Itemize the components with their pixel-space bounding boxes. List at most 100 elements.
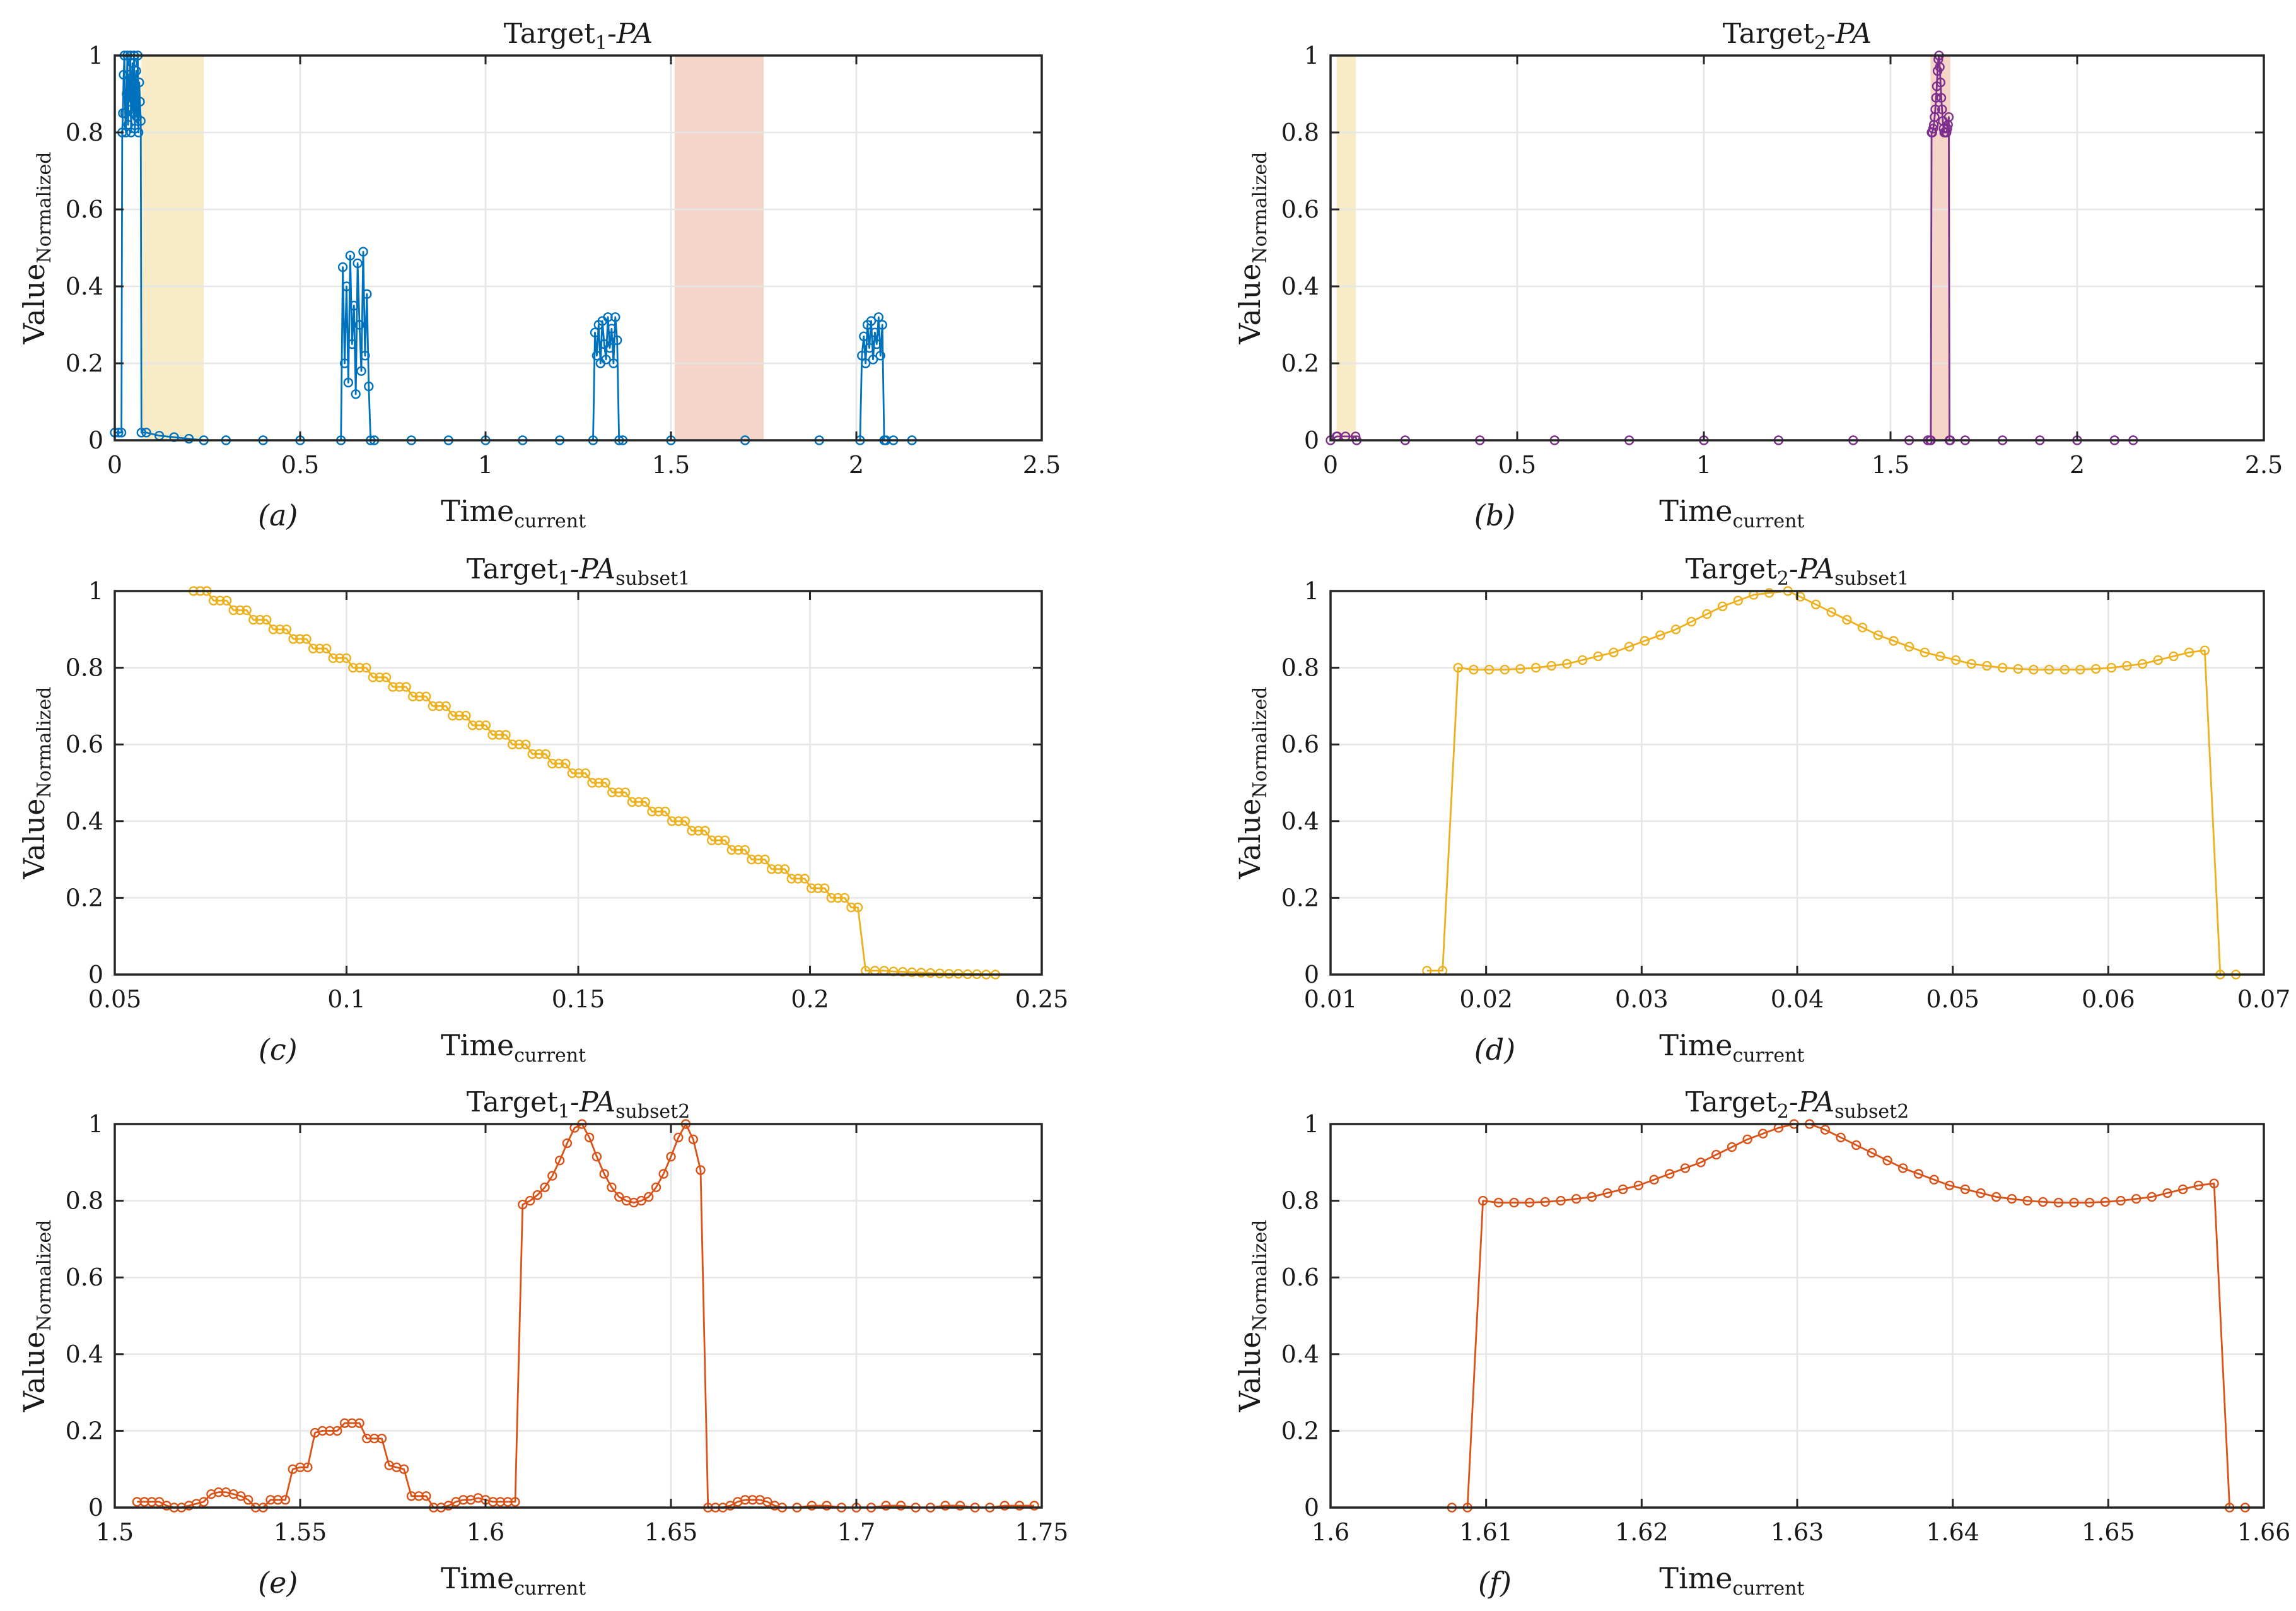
x-axis-label: Timecurrent: [1659, 1028, 1804, 1067]
title-tail: -PA: [1826, 18, 1872, 50]
data-point: [875, 351, 885, 361]
y-tick-label: 1: [1304, 1110, 1319, 1138]
data-point: [607, 324, 617, 334]
data-point: [136, 428, 147, 438]
data-point: [607, 787, 617, 797]
data-point: [673, 1132, 684, 1143]
data-point: [481, 720, 491, 730]
data-point: [221, 595, 232, 606]
title-main: Target: [1723, 18, 1814, 50]
y-axis-label: ValueNormalized: [17, 687, 55, 880]
data-point: [532, 1190, 542, 1200]
data-point: [235, 605, 245, 616]
data-point: [793, 874, 803, 884]
plot-area: [1331, 56, 2264, 440]
data-point: [1733, 595, 1744, 606]
y-axis-label-main: Value: [17, 263, 51, 344]
data-point: [643, 1192, 654, 1202]
data-point: [760, 854, 770, 865]
data-point: [2184, 647, 2194, 658]
data-point: [1711, 1149, 1722, 1160]
data-point: [332, 1426, 342, 1436]
x-axis-label: Timecurrent: [441, 494, 586, 532]
data-point: [667, 816, 677, 826]
data-point: [308, 643, 318, 653]
title-tail: -PA: [1789, 1086, 1834, 1118]
data-point: [141, 428, 151, 438]
data-point: [124, 69, 134, 80]
data-point: [1593, 651, 1604, 662]
data-point: [503, 1497, 513, 1507]
data-point: [866, 316, 877, 326]
data-point: [265, 1495, 276, 1505]
x-tick-label: 0: [1323, 451, 1338, 479]
data-point: [281, 624, 292, 635]
data-point: [1696, 1157, 1706, 1168]
data-point: [501, 730, 511, 740]
data-point: [494, 730, 504, 740]
x-tick-label: 0.5: [1498, 451, 1536, 479]
data-point: [132, 1497, 143, 1507]
data-point: [547, 1171, 557, 1181]
data-point: [208, 595, 219, 606]
data-point: [301, 634, 312, 644]
data-point: [303, 1462, 313, 1472]
data-point: [1997, 662, 2008, 673]
data-point: [1509, 1197, 1519, 1208]
data-point: [2090, 664, 2101, 674]
data-point: [518, 1199, 528, 1210]
data-point: [1882, 1156, 1892, 1166]
x-axis-label-main: Time: [441, 1561, 514, 1595]
data-point: [354, 662, 364, 673]
data-point: [826, 893, 837, 903]
data-point: [800, 874, 810, 884]
x-tick-label: 0.07: [2237, 985, 2291, 1013]
data-point: [1469, 664, 1479, 675]
title-subscript: 1: [558, 1101, 570, 1123]
data-point: [567, 768, 578, 778]
data-point: [2029, 664, 2039, 675]
y-axis-label-main: Value: [17, 1331, 51, 1412]
data-point: [1587, 1192, 1597, 1202]
data-point: [2100, 1197, 2111, 1207]
y-tick-label: 1: [88, 42, 103, 69]
data-point: [1904, 641, 1914, 652]
x-tick-label: 0.05: [88, 985, 142, 1013]
chart-title: Target2-PA: [1723, 18, 1872, 54]
data-point: [514, 739, 524, 749]
data-point: [184, 433, 194, 444]
data-point: [733, 845, 743, 855]
series-line: [1426, 590, 2236, 976]
data-point: [2116, 1195, 2126, 1206]
data-point: [600, 778, 610, 788]
data-point: [713, 835, 723, 845]
data-point: [375, 672, 385, 682]
data-point: [358, 247, 368, 257]
panel-label: (d): [1474, 1033, 1515, 1067]
data-point: [454, 710, 465, 721]
title-tail-subscript: subset2: [615, 1101, 690, 1123]
data-point: [1943, 112, 1954, 122]
data-point: [925, 968, 936, 978]
y-tick-label: 0: [88, 426, 103, 454]
x-tick-label: 0.1: [327, 985, 365, 1013]
data-point: [806, 883, 817, 893]
panel-d: 0.01 0.02 0.03 0.04 0.05 0.06 0.07 0 0.2 0.4 0.6 0.…: [1233, 553, 2290, 1067]
data-point: [1655, 630, 1665, 640]
data-point: [1942, 124, 1952, 134]
data-point: [940, 1501, 950, 1511]
data-point: [441, 701, 451, 712]
data-point: [273, 1495, 283, 1505]
data-point: [401, 682, 411, 692]
chart-title: Target1-PAsubset1: [467, 553, 691, 590]
data-point: [725, 1501, 735, 1511]
panel-f: 1.6 1.61 1.62 1.63 1.64 1.65 1.66 0 0.2 0.4 0.6 0.8…: [1233, 1086, 2290, 1600]
y-tick-label: 0.6: [66, 730, 103, 758]
data-point: [2122, 660, 2132, 671]
data-point: [356, 366, 366, 376]
data-point: [388, 682, 398, 692]
data-point: [236, 1491, 246, 1501]
data-point: [621, 787, 631, 797]
x-tick-label: 2: [849, 451, 864, 479]
plot-area: [115, 56, 1042, 440]
